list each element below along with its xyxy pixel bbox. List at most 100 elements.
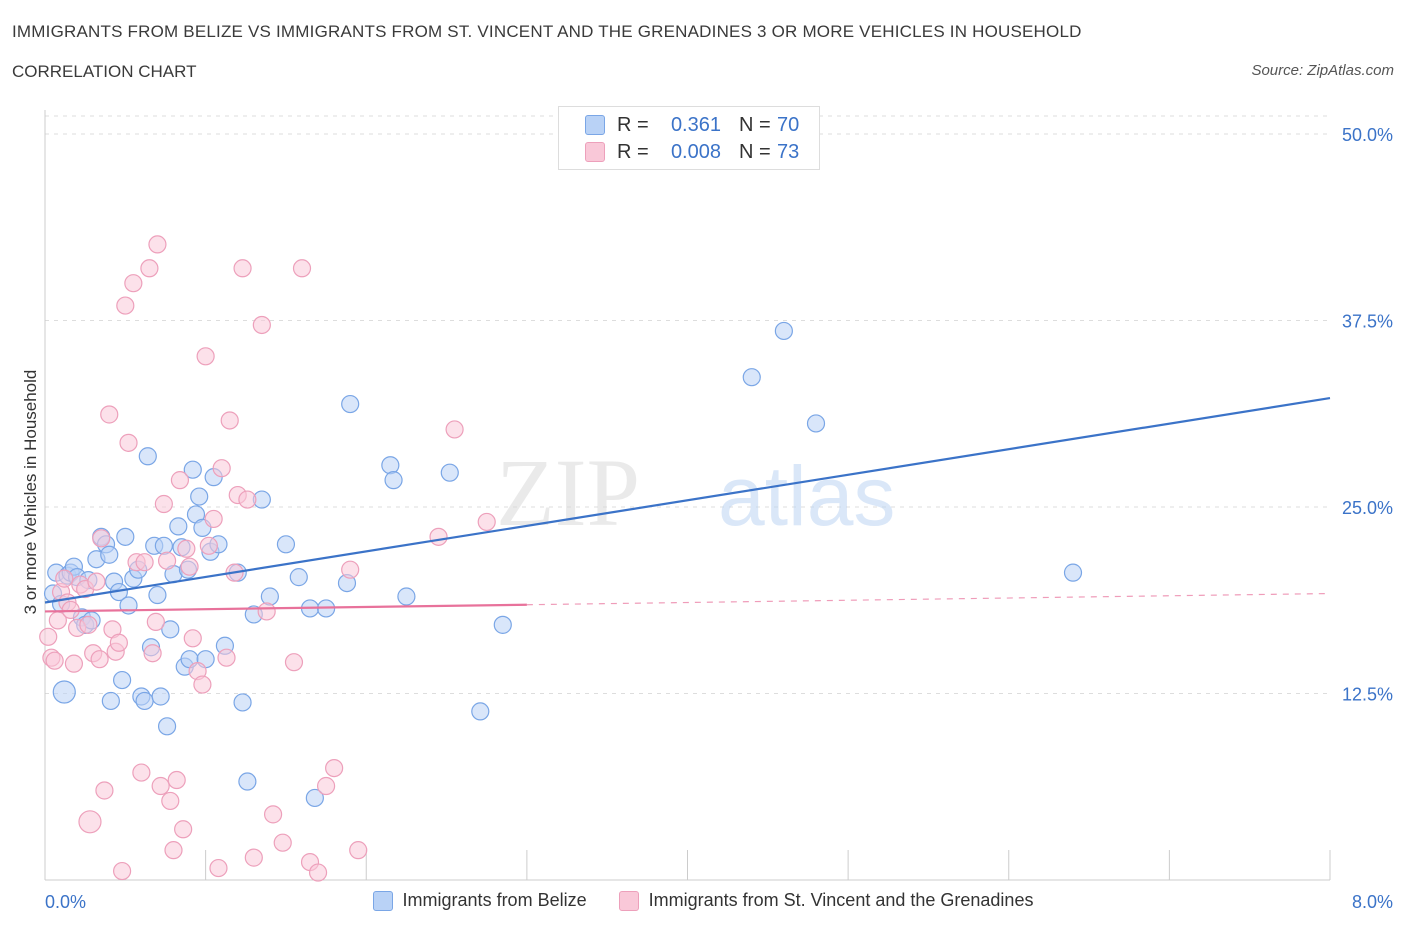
blue-point [806,414,826,433]
pink-point [124,274,143,293]
axes [44,110,1331,881]
chart-subtitle: CORRELATION CHART [12,62,197,81]
pink-point [135,553,154,572]
blue-point [169,517,188,536]
blue-point [154,536,173,555]
pink-point [244,848,263,867]
blue-point [116,527,135,546]
pink-point [151,776,170,796]
blue-point [151,687,170,706]
pink-point [119,433,138,452]
watermark-zip: ZIP [496,439,640,546]
y-axis-label: 3 or more Vehicles in Household [21,370,40,615]
trend-lines [44,396,1331,613]
pink-point [217,648,236,667]
pink-point [308,863,328,882]
y-tick-label: 12.5% [1342,685,1393,705]
pink-point [292,259,312,278]
pink-point [233,259,252,278]
pink-point [100,405,119,424]
blue-point [138,447,157,466]
pink-point [90,650,109,669]
blue-point [260,587,279,606]
pink-point [170,471,190,490]
pink-trend-line-extension [526,592,1331,606]
r-label: R = [617,113,649,136]
pink-point [55,569,74,588]
pink-point [112,861,132,881]
pink-point [257,602,276,621]
pink-point [212,459,231,478]
n-value-blue: 70 [777,113,800,136]
pink-point [204,509,223,529]
chart-title: IMMIGRANTS FROM BELIZE VS IMMIGRANTS FRO… [12,22,1082,41]
pink-point [79,615,98,634]
pink-point [109,633,128,652]
n-value-pink: 73 [777,140,800,163]
pink-point [349,841,368,860]
pink-point [284,653,304,672]
legend: Immigrants from Belize Immigrants from S… [0,890,1406,911]
legend-swatch-blue [372,890,393,911]
pink-point [95,781,114,800]
x-tick-label: 0.0% [45,892,86,912]
pink-point [341,560,360,579]
pink-point [157,551,177,570]
pink-point [177,539,196,558]
pink-point [87,572,106,591]
pink-point [132,763,151,782]
pink-point [429,527,448,546]
watermark-atlas: atlas [718,449,895,543]
blue-point [135,691,154,711]
y-tick-label: 50.0% [1342,125,1393,145]
watermark: ZIP atlas [496,439,895,546]
pink-point [209,858,228,878]
pink-point [199,536,218,555]
blue-point [112,670,132,690]
stats-row-blue: R = 0.361 N = 70 [585,112,799,138]
blue-point [161,620,180,639]
blue-point [397,587,416,606]
pink-point [220,411,239,430]
pink-point [39,627,58,646]
blue-point [101,691,120,711]
pink-point [193,675,212,694]
legend-item-belize[interactable]: Immigrants from Belize [372,890,587,911]
pink-point [92,529,111,548]
legend-item-st-vincent[interactable]: Immigrants from St. Vincent and the Gren… [618,890,1033,911]
pink-point [263,805,283,824]
pink-point [238,490,257,509]
stats-row-pink: R = 0.008 N = 73 [585,139,799,165]
blue-point [1063,563,1083,582]
blue-point [493,615,512,634]
pink-point [325,758,344,778]
blue-point [381,456,400,475]
blue-point [341,394,360,414]
legend-label-belize: Immigrants from Belize [402,890,587,910]
pink-point [143,644,162,663]
blue-trend-line [44,396,1331,604]
pink-point [477,512,496,532]
blue-point [289,568,308,587]
pink-swatch [585,142,605,162]
pink-point [116,296,135,315]
blue-point [774,321,793,341]
pink-point [161,791,180,811]
data-points [39,235,1083,882]
pink-point [174,820,193,839]
blue-point [742,368,761,387]
legend-swatch-pink [618,890,639,911]
blue-point [183,460,202,479]
blue-point [440,463,459,482]
pink-point [164,841,183,860]
pink-point [167,770,186,790]
pink-point [252,315,271,335]
pink-point [64,654,84,673]
pink-point [196,347,215,366]
y-tick-label: 25.0% [1342,498,1393,518]
pink-point [140,259,159,278]
blue-point [100,545,119,564]
n-label: N = [739,140,771,163]
tick-labels: 12.5% 25.0% 37.5% 50.0% 0.0% 8.0% [45,125,1393,912]
